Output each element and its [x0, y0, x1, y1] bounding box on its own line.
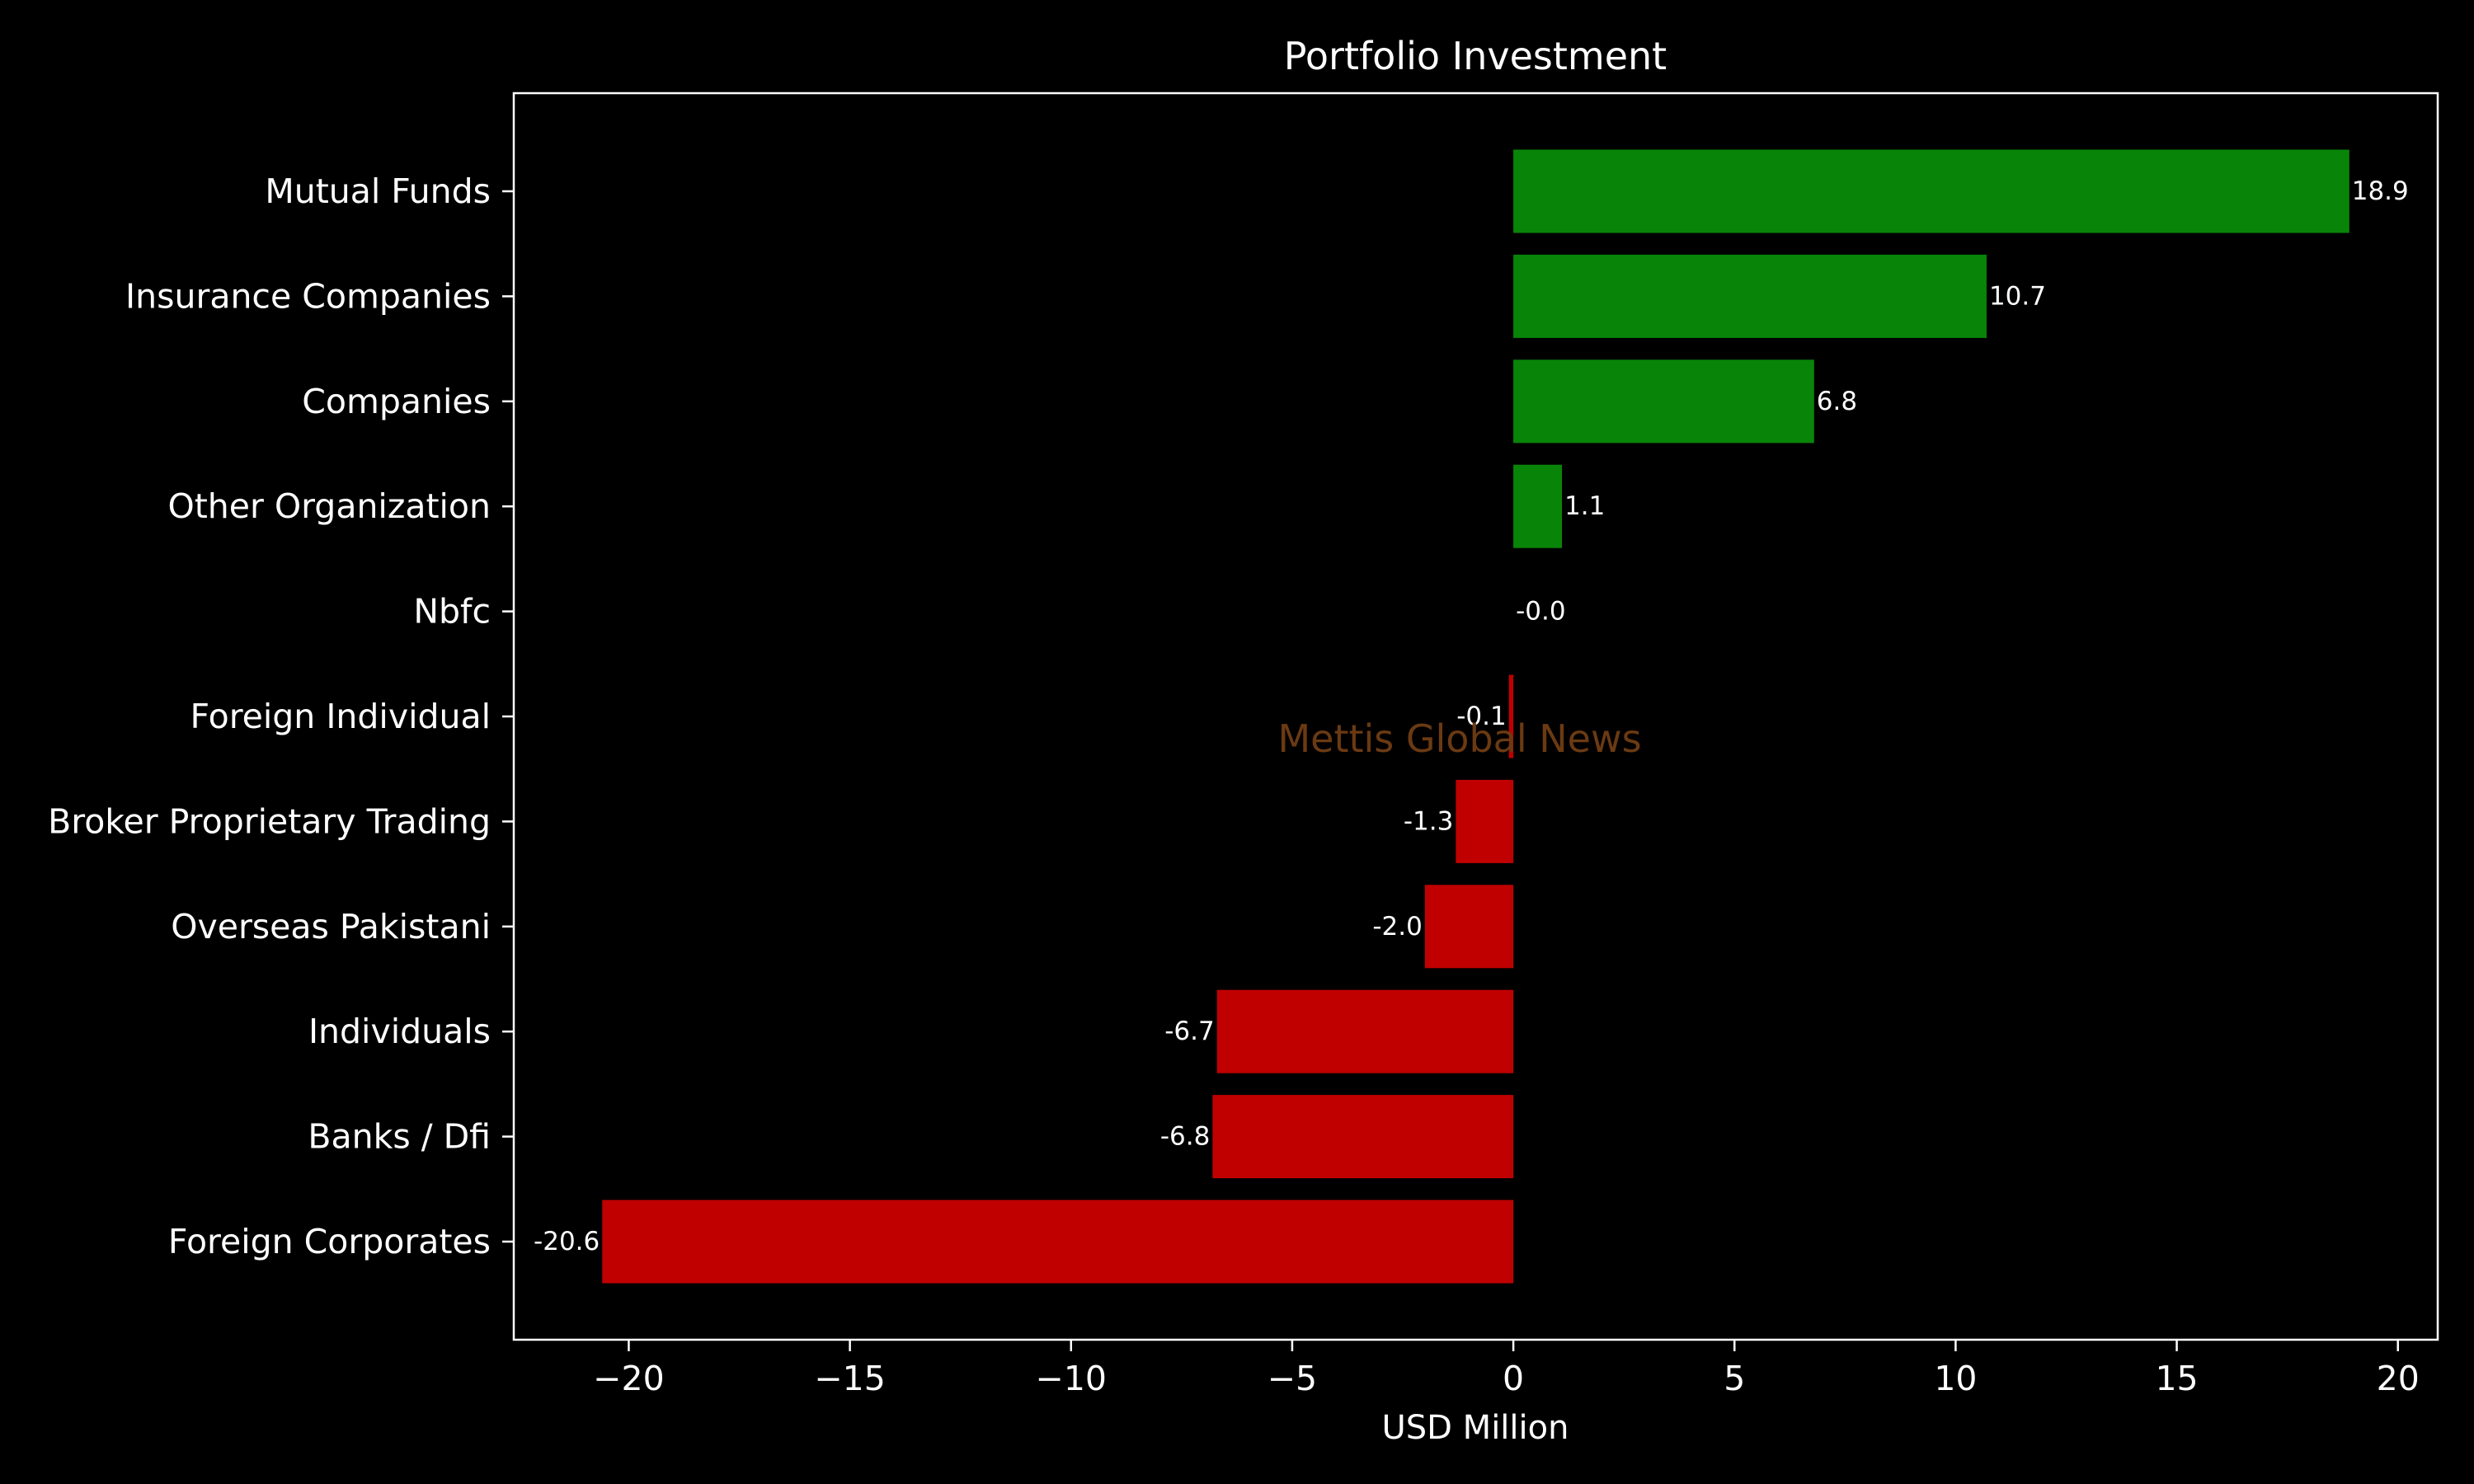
- y-tick-label: Banks / Dfi: [308, 1117, 491, 1157]
- bar-value-label: -6.7: [1164, 1017, 1215, 1046]
- y-axis: Mutual Funds Insurance Companies Companies…: [48, 171, 514, 1261]
- bar-value-label: -20.6: [534, 1227, 600, 1256]
- y-tick-label: Foreign Corporates: [168, 1222, 491, 1261]
- x-axis: −20 −15 −10 −5 0 5 10 15 20: [593, 1340, 2420, 1398]
- x-tick-label: 20: [2377, 1359, 2420, 1398]
- bar-value-label: 6.8: [1817, 387, 1857, 416]
- x-tick-label: 5: [1724, 1359, 1745, 1398]
- value-labels-group: 18.9 10.7 6.8 1.1 -0.0 -0.1 -1.3 -2.0 -6.7 -6.8 -2…: [534, 176, 2409, 1256]
- bar-value-label: -0.1: [1456, 702, 1507, 731]
- y-tick-label: Overseas Pakistani: [171, 907, 491, 946]
- bar-value-label: 10.7: [1989, 281, 2046, 311]
- x-tick-label: 0: [1503, 1359, 1524, 1398]
- bar-value-label: -1.3: [1404, 806, 1454, 836]
- x-tick-label: 10: [1934, 1359, 1977, 1398]
- bar-value-label: -0.0: [1516, 597, 1566, 627]
- bar-value-label: -6.8: [1160, 1122, 1211, 1152]
- bar: [1212, 1095, 1514, 1179]
- bar: [1513, 254, 1987, 338]
- bar: [1513, 149, 2349, 233]
- y-tick-label: Individuals: [308, 1012, 491, 1051]
- y-tick-label: Mutual Funds: [265, 171, 491, 211]
- x-axis-label: USD Million: [1382, 1409, 1569, 1447]
- bar-value-label: 18.9: [2352, 176, 2409, 206]
- bar: [1513, 359, 1814, 444]
- y-tick-label: Broker Proprietary Trading: [48, 801, 491, 841]
- bar: [602, 1200, 1514, 1284]
- x-tick-label: −15: [814, 1359, 886, 1398]
- bars-group: [602, 149, 2349, 1284]
- x-tick-label: −10: [1035, 1359, 1107, 1398]
- x-tick-label: −20: [593, 1359, 665, 1398]
- bar-value-label: 1.1: [1564, 491, 1605, 521]
- y-tick-label: Insurance Companies: [125, 276, 491, 316]
- chart-title: Portfolio Investment: [1284, 34, 1667, 78]
- y-tick-label: Nbfc: [413, 592, 491, 632]
- y-tick-label: Companies: [302, 382, 491, 421]
- x-tick-label: −5: [1268, 1359, 1317, 1398]
- bar: [1424, 885, 1514, 969]
- bar: [1216, 989, 1514, 1073]
- y-tick-label: Other Organization: [167, 486, 491, 526]
- bar: [1456, 779, 1514, 863]
- y-tick-label: Foreign Individual: [190, 697, 492, 736]
- watermark: Mettis Global News: [1277, 716, 1641, 761]
- bar-value-label: -2.0: [1372, 912, 1423, 942]
- bar: [1508, 674, 1514, 758]
- bar: [1513, 464, 1563, 548]
- x-tick-label: 15: [2155, 1359, 2198, 1398]
